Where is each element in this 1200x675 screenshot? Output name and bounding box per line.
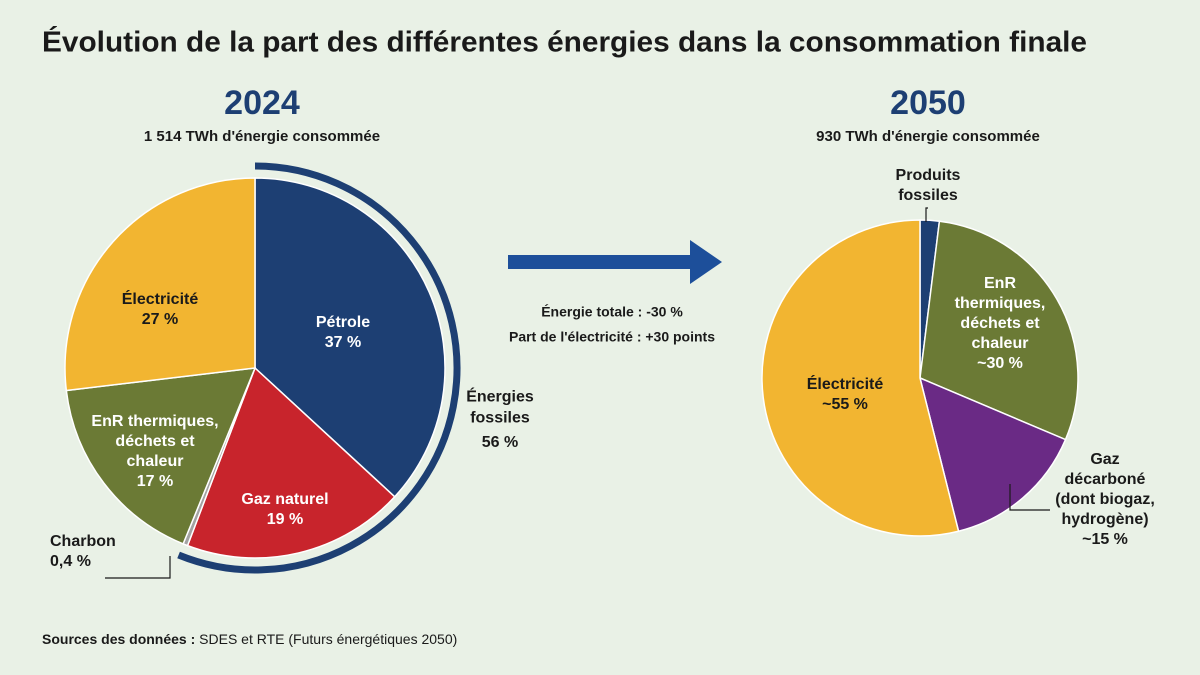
pie-slice <box>186 366 396 559</box>
page-title: Évolution de la part des différentes éne… <box>42 25 1087 59</box>
slice-value: ~55 % <box>822 396 868 413</box>
pie-slice <box>64 177 256 392</box>
slice-value: 17 % <box>137 473 173 490</box>
slice-value: 0,4 % <box>50 553 91 570</box>
slice-label: Produits fossiles <box>896 167 961 204</box>
slice-label: Gaz décarboné (dont biogaz, hydrogène) <box>1055 451 1155 528</box>
leader-line <box>925 207 928 222</box>
leader-line <box>105 556 171 579</box>
slice-label: EnR thermiques, déchets et chaleur <box>91 413 218 470</box>
group-value: 56 % <box>482 434 518 451</box>
slice-label: Charbon <box>50 533 116 550</box>
pie-title: 2024 <box>224 84 300 122</box>
source: Sources des données : SDES et RTE (Futur… <box>42 631 457 647</box>
slice-label: Électricité <box>122 289 199 308</box>
slice-value: 27 % <box>142 311 178 328</box>
group-label: Énergies fossiles <box>466 387 534 427</box>
group-bracket <box>177 162 461 574</box>
pie-slice <box>919 220 1079 441</box>
slice-label: Électricité <box>807 374 884 393</box>
annotation: Énergie totale : -30 % <box>541 304 683 320</box>
slice-value: ~30 % <box>977 355 1023 372</box>
pie-slice <box>918 376 1067 533</box>
pie-title: 2050 <box>890 84 966 122</box>
pie-slice <box>761 219 960 537</box>
pie-subtitle: 1 514 TWh d'énergie consommée <box>144 128 380 145</box>
source-text: SDES et RTE (Futurs énergétiques 2050) <box>199 631 457 647</box>
annotation: Part de l'électricité : +30 points <box>509 329 715 345</box>
pie-slice <box>254 177 446 498</box>
source-label: Sources des données : <box>42 631 195 647</box>
slice-value: ~15 % <box>1082 531 1128 548</box>
slice-label: Gaz naturel <box>241 491 328 508</box>
slice-label: EnR thermiques, déchets et chaleur <box>955 275 1046 352</box>
arrow <box>508 240 722 284</box>
slice-label: Pétrole <box>316 314 370 331</box>
pie-subtitle: 930 TWh d'énergie consommée <box>816 128 1040 145</box>
pie-slice <box>65 367 257 545</box>
slice-value: 37 % <box>325 334 361 351</box>
leader-line <box>1009 484 1050 511</box>
slice-value: 19 % <box>267 511 303 528</box>
